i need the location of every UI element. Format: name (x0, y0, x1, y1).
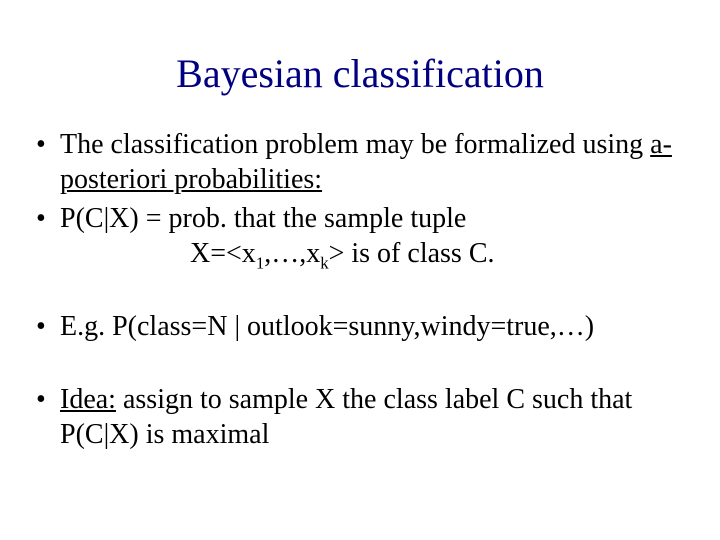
bullet-2-cont-pre: X=<x (190, 238, 256, 269)
bullet-2-cont-mid: ,…,x (264, 238, 320, 269)
bullet-4-run-1: assign to sample X the class label C suc… (60, 384, 632, 450)
bullet-2-cont-post: > is of class C. (329, 238, 495, 269)
bullet-4-run-0: Idea: (60, 384, 116, 415)
gap-1 (30, 275, 690, 309)
bullet-2-sub1: 1 (256, 254, 264, 273)
bullet-2-run-0: P(C|X) = prob. that the sample tuple (60, 203, 466, 234)
bullet-3-run-0: E.g. P(class=N | outlook=sunny,windy=tru… (60, 311, 594, 342)
gap-2 (30, 348, 690, 382)
slide-title: Bayesian classification (30, 50, 690, 97)
bullet-1-run-0: The classification problem may be formal… (60, 129, 650, 160)
bullet-3: E.g. P(class=N | outlook=sunny,windy=tru… (30, 309, 690, 344)
bullet-4: Idea: assign to sample X the class label… (30, 382, 690, 452)
bullet-1: The classification problem may be formal… (30, 127, 690, 197)
bullet-2-cont: X=<x1,…,xk> is of class C. (60, 236, 690, 271)
bullet-2: P(C|X) = prob. that the sample tuple X=<… (30, 201, 690, 271)
slide: Bayesian classification The classificati… (0, 0, 720, 540)
bullet-2-sub2: k (320, 254, 328, 273)
bullet-list: The classification problem may be formal… (30, 127, 690, 452)
